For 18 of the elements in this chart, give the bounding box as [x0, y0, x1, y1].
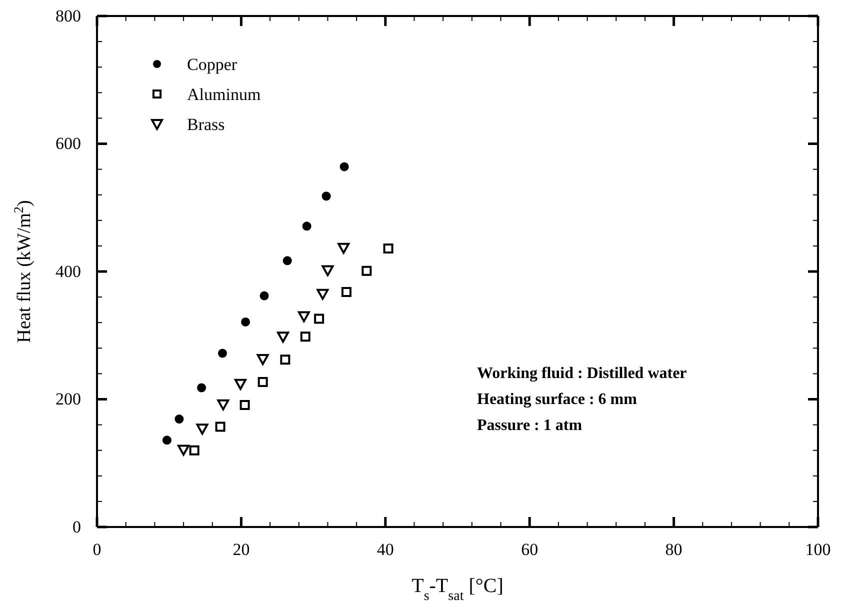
- annotation: Passure : 1 atm: [477, 417, 583, 434]
- x-tick-label: 100: [805, 540, 831, 560]
- y-tick-label: 0: [72, 517, 81, 536]
- y-tick-label: 600: [56, 134, 81, 154]
- x-tick-label: 0: [92, 540, 102, 560]
- x-tick-label: 60: [521, 540, 538, 560]
- y-tick-label: 200: [56, 390, 81, 409]
- y-tick-label: 400: [56, 262, 81, 281]
- legend-label: Copper: [187, 55, 238, 74]
- legend-label: Aluminum: [187, 85, 261, 104]
- legend-label: Brass: [187, 115, 225, 134]
- y-tick-label: 800: [56, 6, 81, 26]
- x-tick-label: 80: [665, 540, 682, 560]
- annotation: Working fluid : Distilled water: [477, 365, 687, 382]
- x-tick-label: 40: [376, 540, 394, 560]
- x-tick-label: 20: [232, 540, 250, 560]
- annotation: Heating surface : 6 mm: [477, 391, 638, 408]
- x-axis-title: T$_{s}$-T$_{sat}$ [°C]: [412, 575, 504, 604]
